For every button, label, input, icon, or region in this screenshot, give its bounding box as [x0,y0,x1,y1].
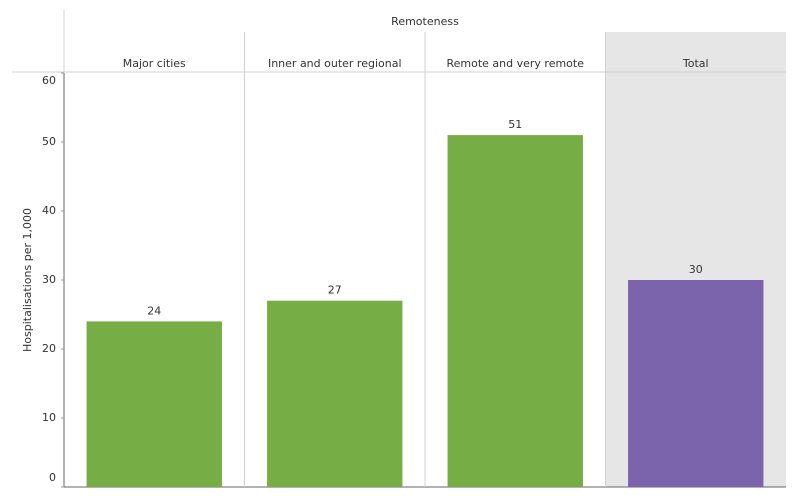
y-tick-label: 20 [42,342,56,355]
value-label: 30 [689,263,703,276]
bar [267,300,403,487]
y-tick-label: 50 [42,135,56,148]
x-category-label: Major cities [123,57,186,70]
bar [86,321,222,487]
value-label: 24 [147,304,161,317]
y-tick-label: 0 [49,471,56,484]
y-tick-label: 40 [42,204,56,217]
value-label: 27 [328,284,342,297]
x-category-label: Remote and very remote [446,57,584,70]
value-label: 51 [508,118,522,131]
y-axis-title: Hospitalisations per 1,000 [21,208,34,352]
x-category-label: Total [682,57,709,70]
y-tick-label: 30 [42,273,56,286]
y-tick-label: 10 [42,411,56,424]
y-tick-label: 60 [42,74,56,87]
bar [447,135,583,487]
header-title: Remoteness [391,15,459,28]
x-category-label: Inner and outer regional [268,57,402,70]
bar [628,280,764,487]
